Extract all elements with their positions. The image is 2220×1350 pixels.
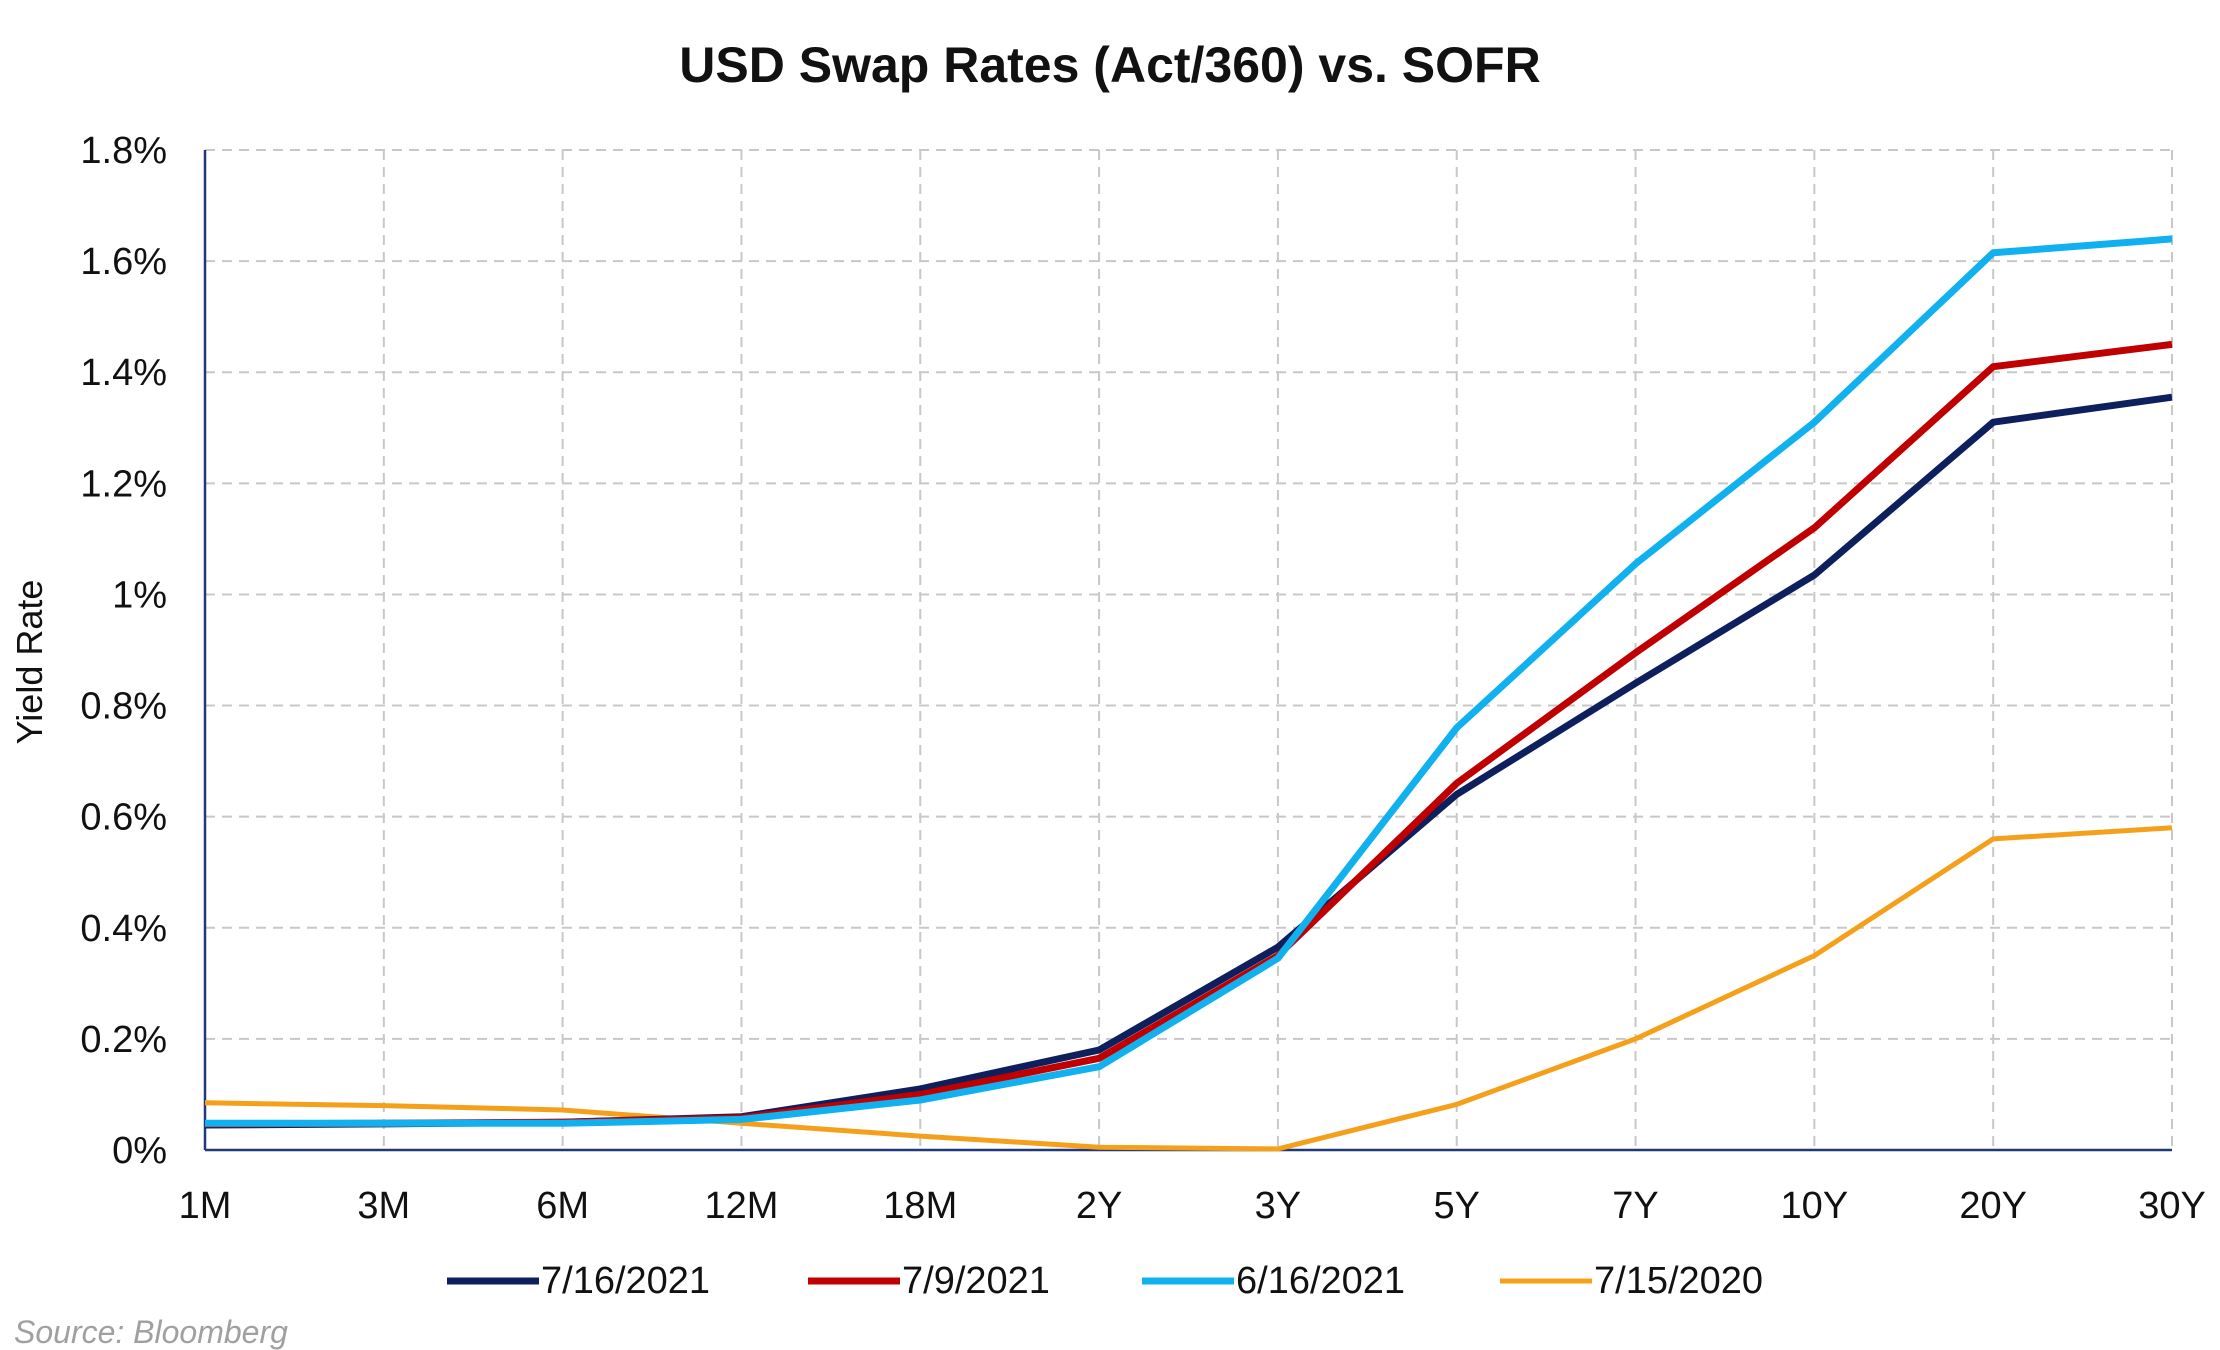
legend-label: 7/9/2021 xyxy=(902,1260,1050,1302)
y-tick-label: 1% xyxy=(112,574,167,616)
y-tick-label: 0.6% xyxy=(80,797,167,839)
x-tick-label: 7Y xyxy=(1612,1185,1658,1227)
y-tick-label: 1.4% xyxy=(80,352,167,394)
legend: 7/16/2021 7/9/2021 6/16/2021 7/15/2020 xyxy=(447,1260,1763,1302)
y-tick-labels: 0% 0.2% 0.4% 0.6% 0.8% 1% 1.2% 1.4% 1.6% 1.8% xyxy=(80,130,167,1172)
legend-item: 6/16/2021 xyxy=(1142,1260,1405,1302)
series-line-2 xyxy=(204,340,2173,1128)
x-tick-label: 30Y xyxy=(2138,1185,2206,1227)
y-tick-label: 1.6% xyxy=(80,241,167,283)
legend-item: 7/16/2021 xyxy=(447,1260,710,1302)
legend-label: 7/15/2020 xyxy=(1594,1260,1763,1302)
x-tick-label: 3M xyxy=(357,1185,410,1227)
series-line-4 xyxy=(204,825,2173,1152)
chart-title: USD Swap Rates (Act/360) vs. SOFR xyxy=(679,37,1540,93)
series-line-3 xyxy=(205,235,2173,1127)
x-tick-label: 5Y xyxy=(1433,1185,1479,1227)
y-tick-label: 0.4% xyxy=(80,908,167,950)
y-axis-title: Yield Rate xyxy=(9,580,50,745)
x-tick-label: 1M xyxy=(179,1185,232,1227)
y-tick-label: 1.8% xyxy=(80,130,167,172)
legend-label: 7/16/2021 xyxy=(541,1260,710,1302)
x-tick-label: 20Y xyxy=(1959,1185,2027,1227)
y-tick-label: 0.2% xyxy=(80,1019,167,1061)
x-tick-label: 18M xyxy=(883,1185,957,1227)
legend-item: 7/9/2021 xyxy=(808,1260,1050,1302)
y-tick-label: 1.2% xyxy=(80,463,167,505)
legend-label: 6/16/2021 xyxy=(1236,1260,1405,1302)
source-note: Source: Bloomberg xyxy=(14,1314,288,1350)
x-tick-label: 6M xyxy=(536,1185,589,1227)
x-tick-label: 10Y xyxy=(1781,1185,1849,1227)
x-tick-label: 12M xyxy=(704,1185,778,1227)
series-lines xyxy=(204,235,2173,1152)
y-tick-label: 0.8% xyxy=(80,686,167,728)
x-tick-label: 3Y xyxy=(1255,1185,1301,1227)
gridlines xyxy=(205,149,2173,1150)
x-tick-label: 2Y xyxy=(1076,1185,1122,1227)
legend-item: 7/15/2020 xyxy=(1500,1260,1763,1302)
x-tick-labels: 1M 3M 6M 12M 18M 2Y 3Y 5Y 7Y 10Y 20Y 30Y xyxy=(179,1185,2206,1227)
y-tick-label: 0% xyxy=(112,1130,167,1172)
